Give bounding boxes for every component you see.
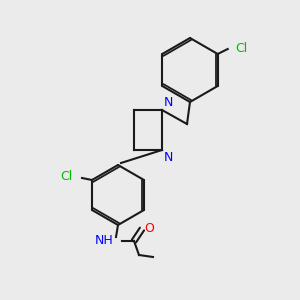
Text: Cl: Cl xyxy=(236,43,248,56)
Text: N: N xyxy=(164,151,173,164)
Text: O: O xyxy=(144,221,154,235)
Text: N: N xyxy=(164,96,173,109)
Text: Cl: Cl xyxy=(60,170,72,184)
Text: NH: NH xyxy=(95,233,114,247)
